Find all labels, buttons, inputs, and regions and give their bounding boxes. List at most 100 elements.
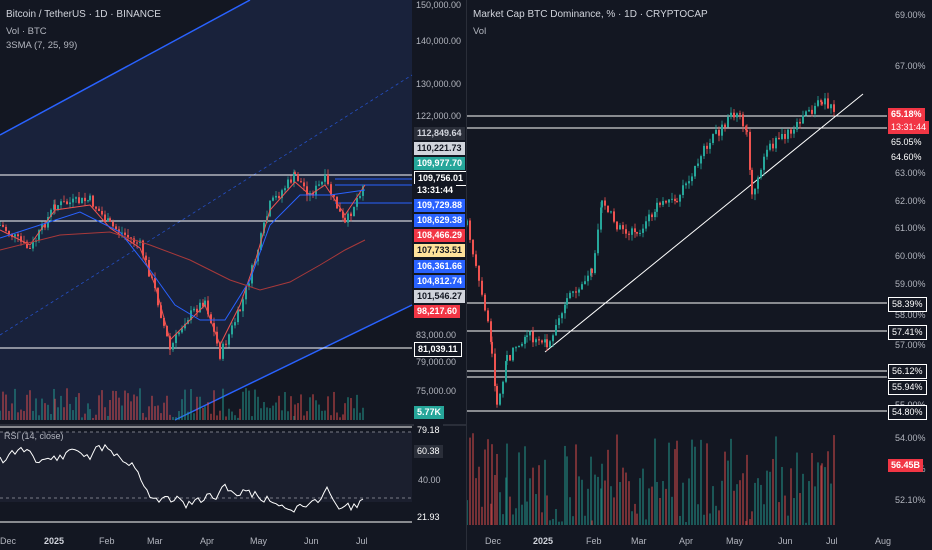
btc-chart-pane[interactable]: Bitcoin / TetherUS · 1D · BINANCE Vol · … (0, 0, 468, 550)
candle-body (538, 339, 540, 341)
volume-bar (178, 411, 180, 420)
rsi-legend[interactable]: RSI (14, close) (4, 431, 64, 441)
volume-bar (529, 478, 531, 525)
volume-bar (796, 452, 798, 525)
volume-bar (303, 415, 305, 420)
volume-bar (613, 497, 615, 525)
volume-bar (558, 521, 560, 525)
volume-bar (521, 504, 523, 525)
volume-bar (682, 482, 684, 525)
candle-body (515, 347, 517, 349)
volume-bar (133, 394, 135, 420)
volume-bar (356, 394, 358, 420)
candle-body (594, 253, 596, 273)
candle-body (95, 206, 97, 209)
volume-bar (718, 510, 720, 525)
volume-bar (805, 522, 807, 525)
volume-bar (526, 501, 528, 525)
candle-body (581, 284, 583, 290)
volume-bar (715, 505, 717, 525)
candle-body (32, 241, 34, 249)
volume-bar (757, 478, 759, 525)
volume-bar (751, 511, 753, 525)
candle-body (541, 340, 543, 343)
btc-price-chart[interactable] (0, 0, 466, 550)
volume-bar (342, 414, 344, 420)
volume-bar (700, 439, 702, 525)
btc-sma-legend[interactable]: 3SMA (7, 25, 99) (6, 40, 78, 51)
candle-body (101, 211, 103, 215)
candle-body (84, 197, 86, 202)
candle-body (228, 334, 230, 345)
volume-bar (181, 399, 183, 420)
volume-bar (631, 511, 633, 525)
volume-bar (11, 403, 13, 420)
candle-body (645, 221, 647, 229)
volume-bar (597, 476, 599, 525)
volume-bar (142, 412, 144, 420)
candle-body (309, 193, 311, 196)
candle-body (69, 202, 71, 205)
btc-dominance-chart-pane[interactable]: Market Cap BTC Dominance, % · 1D · CRYPT… (466, 0, 932, 550)
candle-body (772, 143, 774, 149)
price-axis-label: 57.00% (895, 340, 926, 350)
candle-body (92, 195, 94, 207)
volume-bar (766, 470, 768, 525)
candle-body (820, 100, 822, 102)
candle-body (814, 105, 816, 114)
candle-body (17, 234, 19, 237)
volume-bar (727, 460, 729, 525)
candle-body (742, 114, 744, 127)
candle-body (597, 229, 599, 254)
candle-body (808, 109, 810, 112)
price-axis-label: 69.00% (895, 10, 926, 20)
volume-bar (706, 443, 708, 525)
volume-bar (535, 494, 537, 525)
price-tag: 108,466.29 (414, 229, 466, 242)
volume-bar (496, 453, 498, 525)
candle-body (475, 254, 477, 266)
candle-body (778, 137, 780, 140)
btc-dominance-chart[interactable] (467, 0, 932, 550)
volume-bar (69, 403, 71, 420)
candle-body (656, 202, 658, 212)
candle-body (193, 308, 195, 311)
candle-body (347, 213, 349, 223)
candle-body (775, 137, 777, 149)
time-axis-label: Jul (826, 536, 838, 546)
candle-body (481, 280, 483, 295)
volume-bar (344, 403, 346, 420)
volume-bar (318, 404, 320, 420)
candle-body (604, 200, 606, 206)
volume-bar (297, 403, 299, 420)
candle-body (248, 283, 250, 287)
candle-body (207, 300, 209, 315)
candle-body (636, 232, 638, 234)
candle-body (204, 300, 206, 307)
volume-bar (8, 410, 10, 420)
volume-bar (145, 417, 147, 420)
candle-body (181, 328, 183, 333)
candle-body (330, 184, 332, 195)
volume-bar (0, 410, 1, 420)
candle-body (566, 298, 568, 305)
volume-bar (115, 391, 117, 420)
candle-body (544, 339, 546, 343)
candle-body (688, 181, 690, 184)
candle-body (679, 195, 681, 202)
volume-bar (619, 482, 621, 525)
candle-body (26, 241, 28, 248)
volume-bar (92, 417, 94, 420)
volume-bar (490, 503, 492, 525)
price-axis-label: 79,000.00 (416, 357, 457, 367)
volume-bar (333, 391, 335, 420)
volume-bar (772, 458, 774, 525)
candle-body (87, 200, 89, 202)
candle-body (484, 294, 486, 311)
volume-bar (590, 456, 592, 525)
candle-body (54, 204, 56, 210)
volume-bar (14, 388, 16, 420)
volume-bar (600, 488, 602, 525)
candle-body (294, 172, 296, 174)
volume-bar (294, 404, 296, 420)
